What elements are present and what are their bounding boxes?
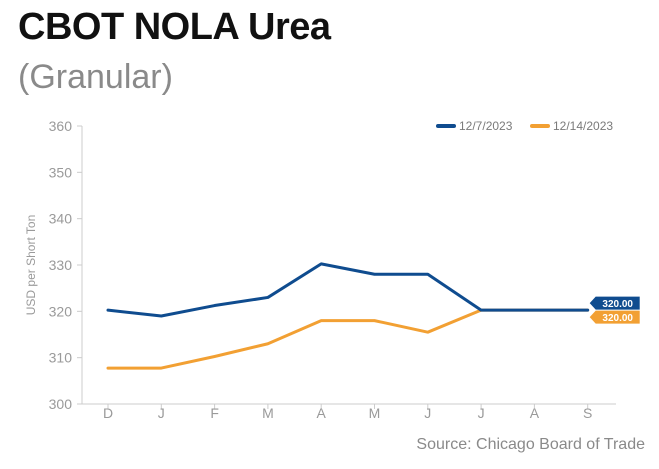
x-tick-label: J	[478, 405, 485, 421]
end-value-label-1: 320.00	[589, 310, 640, 324]
y-tick-label: 340	[49, 211, 73, 227]
y-axis-title: USD per Short Ton	[24, 215, 38, 316]
x-tick-label: J	[424, 405, 431, 421]
legend-label-0: 12/7/2023	[459, 119, 513, 133]
end-value-text: 320.00	[602, 313, 633, 324]
end-value-label-0: 320.00	[589, 296, 640, 310]
chart-subtitle: (Granular)	[18, 58, 173, 96]
y-tick-label: 300	[49, 396, 73, 412]
series-line-0	[106, 262, 590, 318]
y-tick-label: 320	[49, 303, 73, 319]
chart-title: CBOT NOLA Urea	[18, 6, 331, 48]
x-tick-label: M	[369, 405, 381, 421]
x-tick-label: S	[583, 405, 592, 421]
source-note: Source: Chicago Board of Trade	[416, 436, 645, 453]
y-tick-label: 330	[49, 257, 73, 273]
y-tick-label: 350	[49, 164, 73, 180]
legend-label-1: 12/14/2023	[553, 119, 613, 133]
x-tick-label: J	[158, 405, 165, 421]
x-tick-label: F	[210, 405, 219, 421]
series-line-1	[106, 308, 590, 370]
x-tick-label: A	[317, 405, 327, 421]
end-value-badge	[589, 310, 640, 324]
end-value-text: 320.00	[602, 299, 633, 310]
x-tick-label: D	[103, 405, 113, 421]
y-tick-label: 360	[49, 118, 73, 134]
x-tick-label: M	[262, 405, 274, 421]
y-tick-label: 310	[49, 350, 73, 366]
end-value-badge	[589, 296, 640, 310]
x-tick-label: A	[530, 405, 540, 421]
